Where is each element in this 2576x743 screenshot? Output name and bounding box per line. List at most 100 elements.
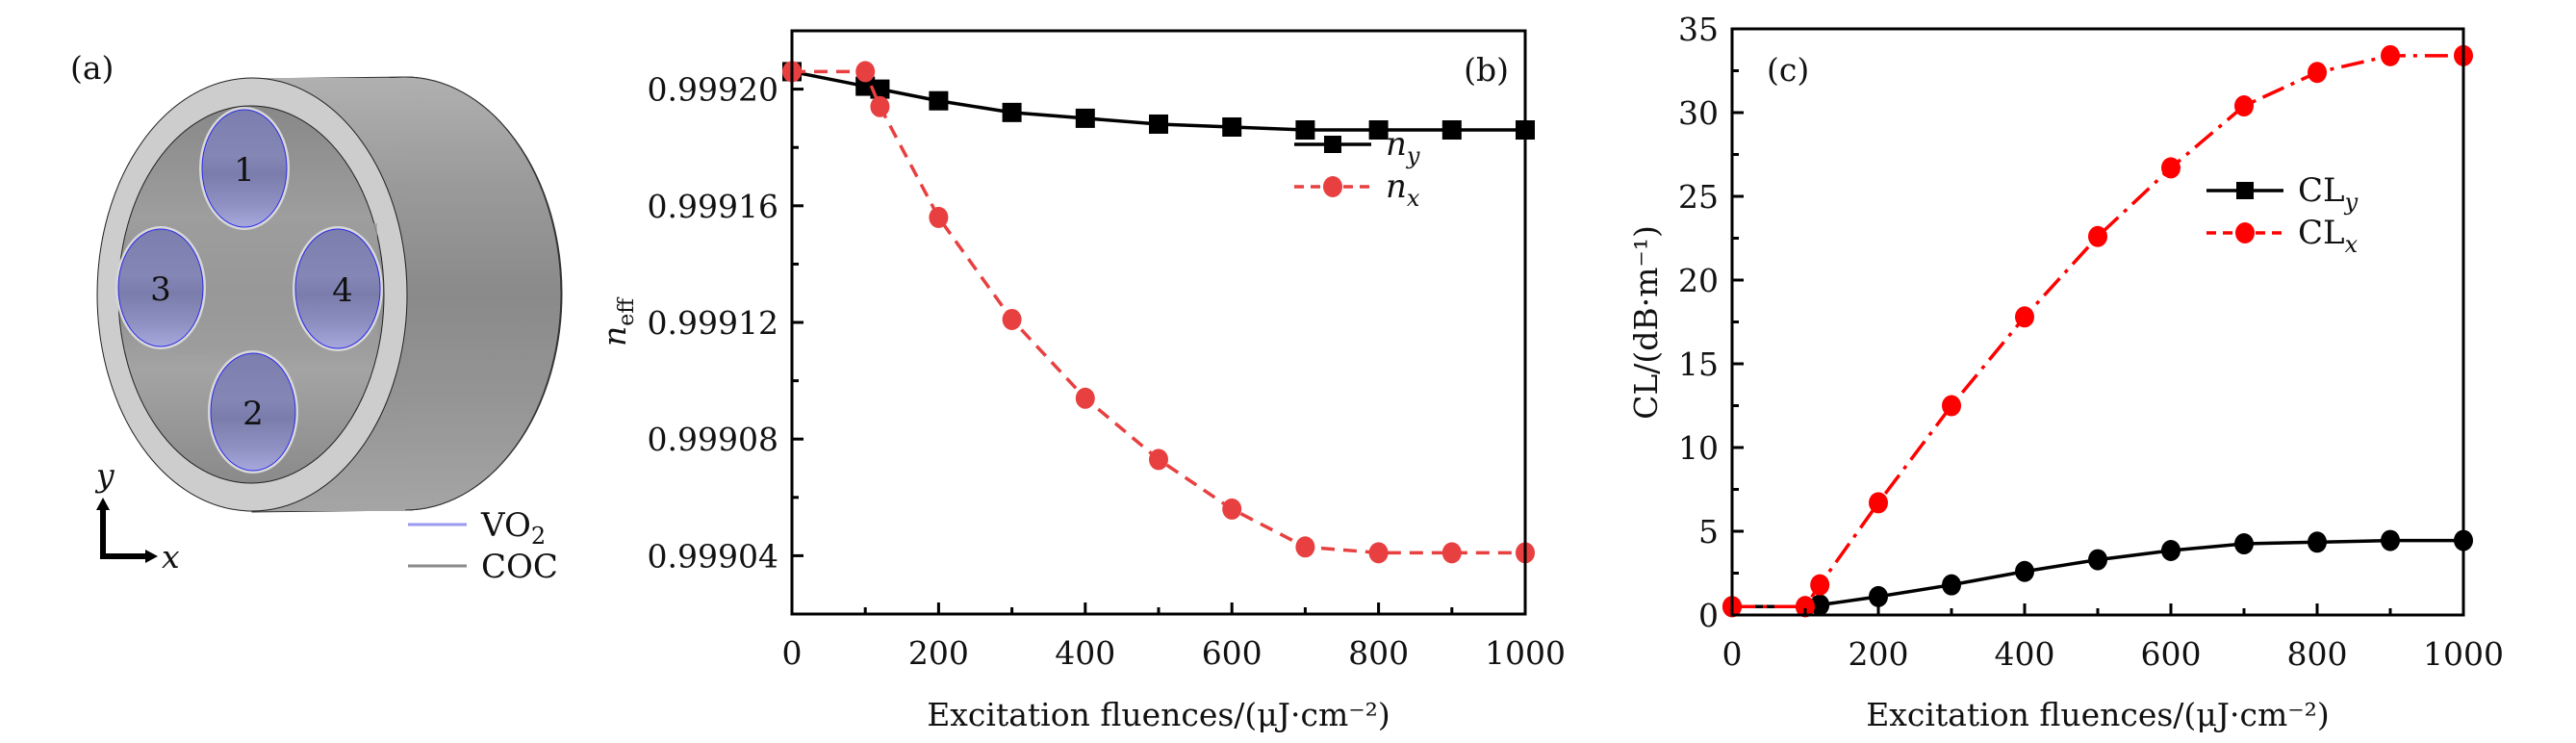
panel-c-axes: 0 200 400 600 800 1000 0 5 10 15 20 25 30 35 <box>1678 11 2504 673</box>
x-tick-label: 200 <box>908 634 969 672</box>
x-tick-label: 800 <box>2287 635 2348 673</box>
y-tick-label: 0.99904 <box>648 537 778 575</box>
x-tick-label: 800 <box>1348 634 1409 672</box>
panel-b-marks <box>782 61 1535 564</box>
data-point-cl-x <box>2161 157 2181 179</box>
legend-marker-x <box>1323 176 1342 197</box>
panel-b-axes: 0 200 400 600 800 1000 0.99904 0.99908 0.99912 0.… <box>648 71 1566 672</box>
x-tick-label: 1000 <box>2423 635 2504 673</box>
vo2-rod-4: 4 <box>293 226 383 351</box>
data-point-n-y <box>855 76 876 96</box>
x-tick-label: 400 <box>1055 634 1115 672</box>
x-tick-label: 1000 <box>1485 634 1566 672</box>
data-point-cl-y <box>2015 560 2034 582</box>
y-tick-label: 20 <box>1678 262 1719 299</box>
data-point-cl-x <box>1869 492 1888 514</box>
legend-label-y: CLy <box>2298 171 2359 216</box>
y-tick-label: 10 <box>1678 429 1719 467</box>
y-tick-label: 35 <box>1678 11 1719 48</box>
rod-label-3: 3 <box>150 270 171 309</box>
data-point-n-x <box>1222 498 1242 520</box>
rod-label-1: 1 <box>234 151 255 190</box>
legend-label-coc: COC <box>481 548 558 586</box>
legend-marker-x <box>2235 222 2255 243</box>
panel-c-label: (c) <box>1767 51 1809 89</box>
y-tick-label: 30 <box>1678 94 1719 132</box>
vo2-rod-1: 1 <box>199 107 290 230</box>
panel-c-cl-chart: 0 200 400 600 800 1000 0 5 10 15 20 25 30 35 (c) Exci… <box>1627 11 2504 733</box>
data-point-cl-x <box>1810 574 1830 596</box>
x-tick-label: 400 <box>1995 635 2055 673</box>
y-tick-label: 25 <box>1678 178 1719 216</box>
panel-b-neff-chart: 0 200 400 600 800 1000 0.99904 0.99908 0.99912 0.… <box>596 29 1566 733</box>
y-tick-label: 5 <box>1698 513 1719 551</box>
series-line-cl-x <box>1732 54 2463 609</box>
legend-label-x: nx <box>1386 167 1420 212</box>
fiber-back-edge <box>404 76 562 511</box>
data-point-cl-y <box>1869 585 1888 607</box>
coordinate-axes-icon: y x <box>94 456 180 576</box>
y-tick-label: 0.99916 <box>648 188 778 225</box>
vo2-rod-2: 2 <box>208 350 298 474</box>
data-point-cl-x <box>1796 596 1815 618</box>
data-point-n-x <box>870 95 890 117</box>
data-point-cl-y <box>1810 594 1830 616</box>
data-point-n-x <box>1295 536 1315 558</box>
rod-label-4: 4 <box>332 271 353 310</box>
legend-label-y: ny <box>1386 125 1420 169</box>
data-point-cl-y <box>2161 540 2181 562</box>
legend-marker-y <box>1324 136 1341 153</box>
data-point-cl-x <box>2381 44 2400 66</box>
data-point-n-y <box>1149 114 1168 134</box>
data-point-n-y <box>1075 108 1095 128</box>
legend-label-vo2: VO2 <box>480 506 546 550</box>
data-point-cl-y <box>1942 574 1961 596</box>
y-tick-label: 0.99908 <box>648 421 778 458</box>
data-point-n-x <box>1002 308 1022 330</box>
y-tick-label: 15 <box>1678 346 1719 383</box>
data-point-cl-y <box>2381 529 2400 551</box>
legend-label-x: CLx <box>2298 214 2359 258</box>
data-point-cl-x <box>2015 306 2034 328</box>
panel-b-xlabel: Excitation fluences/(μJ·cm⁻²) <box>927 696 1390 733</box>
y-tick-label: 0 <box>1698 597 1719 634</box>
y-tick-label: 0.99920 <box>648 71 778 109</box>
series-line-n-x <box>792 69 1525 555</box>
data-point-n-y <box>1368 120 1389 141</box>
data-point-n-y <box>1441 120 1462 141</box>
panel-a-label: (a) <box>70 49 114 87</box>
x-tick-label: 0 <box>782 634 803 672</box>
rod-label-2: 2 <box>242 395 264 433</box>
data-point-n-x <box>1149 448 1168 471</box>
data-point-n-x <box>1075 387 1095 409</box>
data-point-cl-y <box>2308 531 2327 553</box>
data-point-cl-y <box>2234 533 2254 555</box>
panel-a-fiber-schematic: (a) 1 3 4 2 <box>70 49 563 586</box>
data-point-cl-x <box>2308 62 2327 84</box>
legend-marker-y <box>2236 182 2254 199</box>
panel-c-marks <box>1722 44 2473 618</box>
vo2-rod-3: 3 <box>115 226 206 349</box>
data-point-cl-x <box>2234 95 2254 117</box>
x-tick-label: 0 <box>1722 635 1743 673</box>
data-point-n-x <box>855 61 876 83</box>
panel-c-xlabel: Excitation fluences/(μJ·cm⁻²) <box>1866 696 2330 733</box>
panel-c-frame <box>1730 27 2465 617</box>
material-legend: VO2 COC <box>408 506 558 586</box>
panel-b-ylabel: neff <box>596 297 639 346</box>
data-point-n-x <box>1441 542 1462 564</box>
data-point-n-y <box>1295 120 1315 141</box>
x-tick-label: 200 <box>1849 635 1909 673</box>
axis-label-y: y <box>94 456 115 494</box>
data-point-n-y <box>1002 102 1022 122</box>
panel-b-label: (b) <box>1464 51 1509 89</box>
data-point-cl-x <box>2088 225 2107 247</box>
data-point-cl-x <box>1942 395 1961 417</box>
data-point-cl-y <box>2088 549 2107 571</box>
data-point-n-x <box>1368 542 1389 564</box>
y-tick-label: 0.99912 <box>648 304 778 342</box>
panel-c-ylabel: CL/(dB·m⁻¹) <box>1627 225 1665 420</box>
